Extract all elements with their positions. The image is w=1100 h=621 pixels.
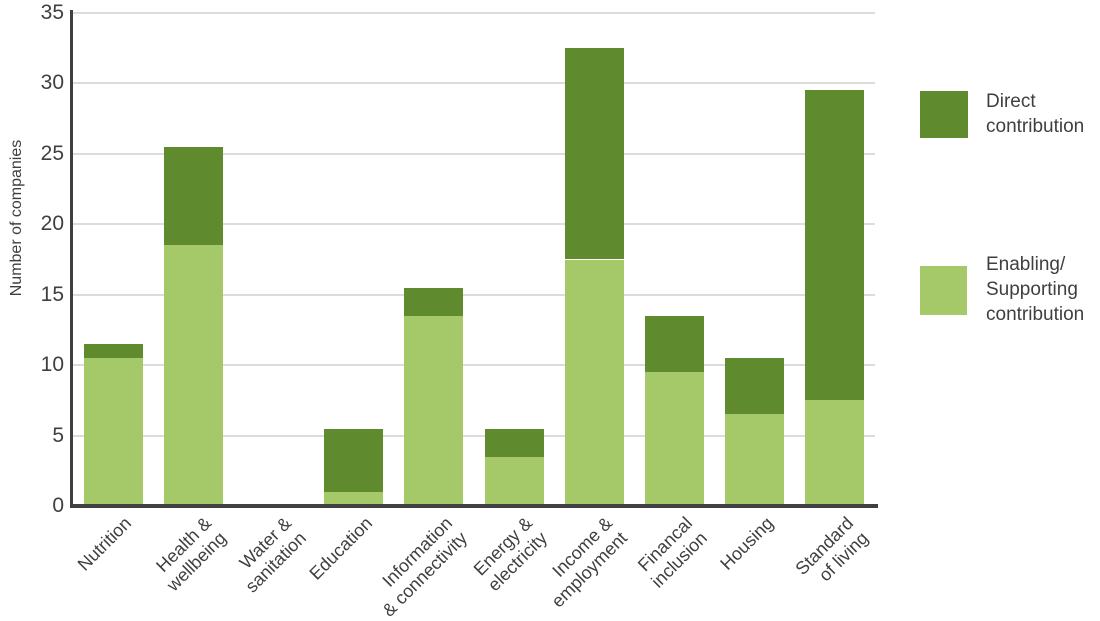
gridline-20 [73,223,875,226]
bar-segment-housing-enabling-supporting-contribution [725,414,785,506]
x-category-label-financal-inclusion: Financal inclusion [634,513,712,592]
legend-label-enabling-supporting-contribution: Enabling/ Supporting contribution [986,254,1085,325]
bar-segment-income-employment-direct-contribution [564,48,624,260]
bar-segment-financal-inclusion-direct-contribution [645,315,704,373]
legend-label-direct-contribution: Direct contribution [986,91,1085,137]
y-tick-label-35: 35 [40,1,64,24]
bar-segment-energy-electricity-direct-contribution [484,428,544,457]
bar-segment-housing-direct-contribution [725,358,785,415]
bar-segment-health-wellbeing-direct-contribution [163,146,223,246]
bar-segment-financal-inclusion-enabling-supporting-contribution [645,372,704,506]
x-category-label-education: Education [305,513,376,584]
bar-segment-information-connectivity-direct-contribution [404,287,464,316]
bar-segment-standard-of-living-direct-contribution [805,90,865,401]
bar-segment-nutrition-direct-contribution [83,344,143,359]
y-tick-label-15: 15 [40,282,64,306]
legend-swatch-direct-contribution [920,91,968,138]
y-tick-label-0: 0 [52,494,64,517]
x-category-label-income-employment: Income & employment [547,513,632,612]
bar-segment-education-enabling-supporting-contribution [324,491,384,506]
x-category-label-health-wellbeing: Health & wellbeing [152,513,231,596]
y-axis-line [70,10,73,508]
bar-segment-standard-of-living-enabling-supporting-contribution [805,400,865,506]
bar-segment-nutrition-enabling-supporting-contribution [83,358,143,506]
x-category-label-information-connectivity: Information & connectivity [378,513,471,621]
x-category-label-nutrition: Nutrition [73,513,136,575]
gridline-5 [73,434,875,437]
y-tick-label-25: 25 [40,141,64,165]
bar-segment-health-wellbeing-enabling-supporting-contribution [163,245,223,506]
bar-segment-income-employment-enabling-supporting-contribution [564,259,624,506]
y-tick-label-20: 20 [40,212,64,236]
bar-segment-information-connectivity-enabling-supporting-contribution [404,315,464,506]
bar-segment-education-direct-contribution [324,428,384,492]
gridline-30 [73,82,875,85]
gridline-15 [73,293,875,296]
y-tick-label-5: 5 [52,423,64,447]
y-tick-label-30: 30 [40,71,64,95]
gridline-10 [73,364,875,367]
y-axis-title: Number of companies [8,139,25,297]
gridline-35 [73,12,875,14]
x-category-label-housing: Housing [716,513,777,574]
legend-swatch-enabling-supporting-contribution [920,266,967,315]
gridline-25 [73,152,875,155]
x-category-label-standard-of-living: Standard of living [791,513,872,586]
bar-segment-energy-electricity-enabling-supporting-contribution [484,456,544,506]
x-axis-line [70,504,878,508]
y-tick-label-10: 10 [40,353,64,377]
x-category-label-water-sanitation: Water & sanitation [235,513,311,597]
